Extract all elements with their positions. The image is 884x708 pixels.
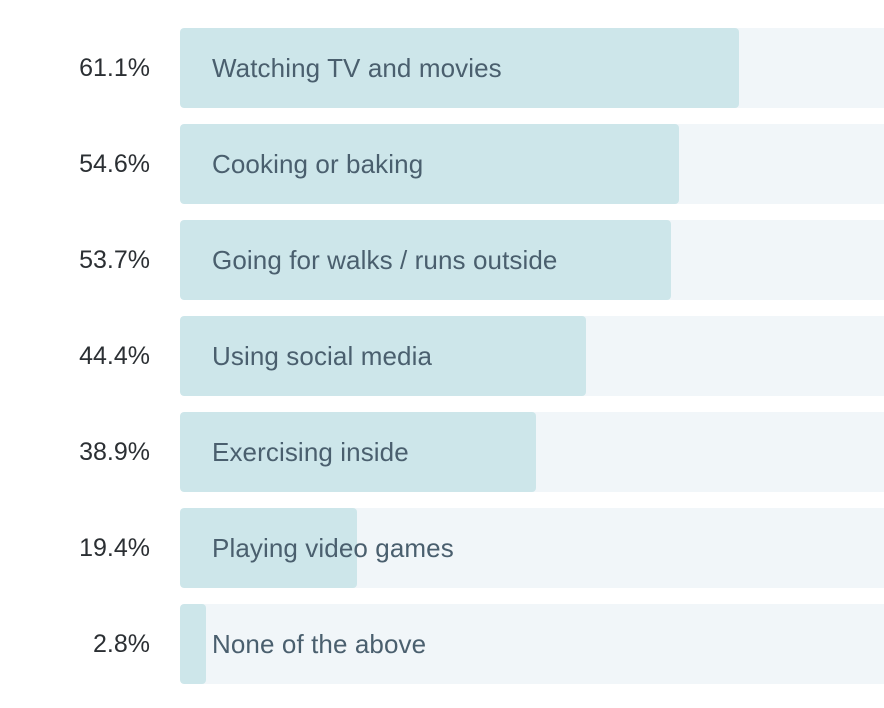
bar [180,604,206,684]
category-label: Using social media [212,341,433,371]
bar-track: Playing video games [180,508,884,588]
value-label: 54.6% [79,150,150,178]
bar [180,508,358,588]
value-label: 53.7% [79,246,150,274]
value-label: 2.8% [93,630,150,658]
bar [180,124,680,204]
bar-row: 61.1% Watching TV and movies [0,28,884,108]
bar [180,412,536,492]
category-label: Watching TV and movies [212,53,502,83]
bar-row: 54.6% Cooking or baking [0,124,884,204]
category-label: Cooking or baking [212,149,424,179]
bar-track: Watching TV and movies [180,28,884,108]
category-label: Playing video games [212,533,454,563]
bar-track: None of the above [180,604,884,684]
bar-row: 38.9% Exercising inside [0,412,884,492]
value-label: 61.1% [79,54,150,82]
bar-track: Using social media [180,316,884,396]
category-label: Exercising inside [212,437,409,467]
bar [180,220,671,300]
bar-row: 19.4% Playing video games [0,508,884,588]
value-label: 38.9% [79,438,150,466]
value-label: 44.4% [79,342,150,370]
category-label: None of the above [212,629,427,659]
bar-track: Cooking or baking [180,124,884,204]
category-label: Going for walks / runs outside [212,245,558,275]
bar-track: Going for walks / runs outside [180,220,884,300]
bar-track: Exercising inside [180,412,884,492]
bar-row: 53.7% Going for walks / runs outside [0,220,884,300]
bar-row: 44.4% Using social media [0,316,884,396]
value-label: 19.4% [79,534,150,562]
bar-row: 2.8% None of the above [0,604,884,684]
bar [180,28,739,108]
bar [180,316,586,396]
